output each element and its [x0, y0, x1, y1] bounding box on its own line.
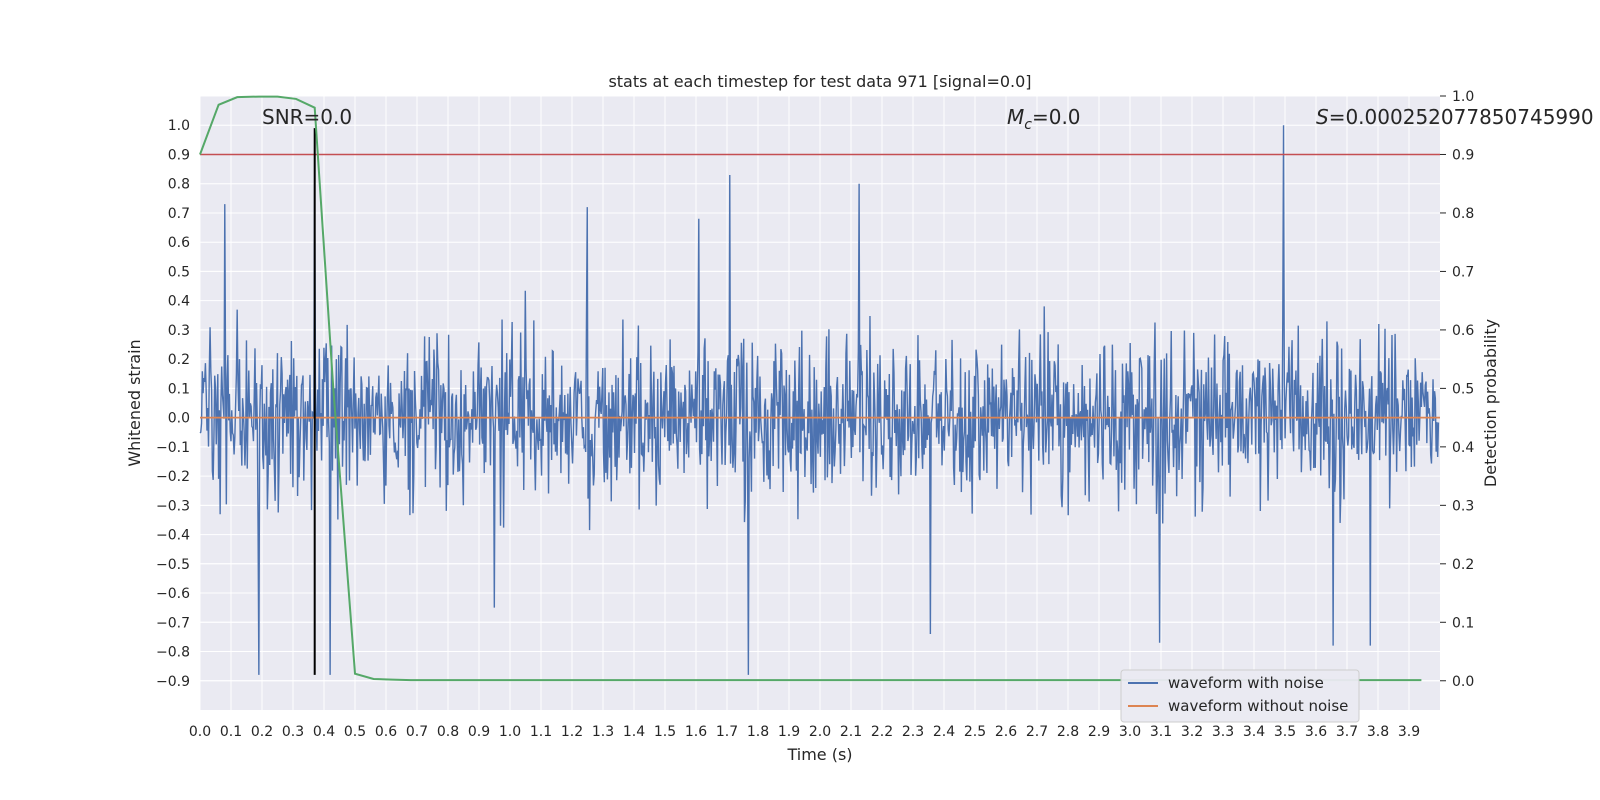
y-tick-label-right: 0.5 — [1452, 381, 1474, 397]
y-tick-label-left: −0.4 — [156, 528, 190, 544]
x-tick-label: 3.3 — [1212, 724, 1234, 740]
mc-value: =0.0 — [1032, 105, 1081, 129]
x-tick-label: 1.9 — [778, 724, 800, 740]
x-tick-label: 0.3 — [282, 724, 304, 740]
x-tick-label: 0.7 — [406, 724, 428, 740]
y-axis-label-right: Detection probability — [1481, 319, 1500, 487]
y-tick-label-right: 1.0 — [1452, 89, 1474, 105]
y-tick-label-right: 0.2 — [1452, 557, 1474, 573]
y-tick-label-left: −0.3 — [156, 498, 190, 514]
x-tick-label: 3.5 — [1274, 724, 1296, 740]
y-axis-label-left: Whitened strain — [125, 339, 144, 466]
y-tick-label-left: −0.8 — [156, 645, 190, 661]
y-tick-label-right: 0.7 — [1452, 264, 1474, 280]
x-tick-label: 1.6 — [685, 724, 707, 740]
mc-subscript: c — [1024, 117, 1032, 133]
x-tick-label: 3.0 — [1119, 724, 1141, 740]
legend-label-noise: waveform with noise — [1168, 674, 1324, 692]
x-tick-label: 0.4 — [313, 724, 335, 740]
x-tick-label: 2.9 — [1088, 724, 1110, 740]
x-tick-label: 0.1 — [220, 724, 242, 740]
x-axis-label: Time (s) — [786, 745, 852, 764]
x-tick-label: 2.0 — [809, 724, 831, 740]
x-tick-label: 2.2 — [871, 724, 893, 740]
x-tick-label: 1.5 — [654, 724, 676, 740]
x-tick-label: 3.9 — [1398, 724, 1420, 740]
y-tick-label-left: −0.2 — [156, 469, 190, 485]
x-tick-label: 1.4 — [623, 724, 645, 740]
x-tick-label: 1.8 — [747, 724, 769, 740]
x-tick-label: 2.5 — [964, 724, 986, 740]
y-tick-label-left: 0.3 — [168, 323, 190, 339]
y-tick-label-left: 0.9 — [168, 147, 190, 163]
y-tick-label-right: 0.1 — [1452, 615, 1474, 631]
x-tick-label: 3.6 — [1305, 724, 1327, 740]
ticks: 0.0 0.1 0.2 0.3 0.4 0.5 0.6 0.7 0.8 0.9 1.0 1.1 1.2 1… — [156, 89, 1474, 740]
legend-box — [1120, 669, 1360, 723]
mc-symbol: M — [1007, 105, 1024, 129]
series-detection-probability — [199, 95, 1422, 682]
x-tick-label: 2.1 — [840, 724, 862, 740]
y-tick-label-right: 0.6 — [1452, 323, 1474, 339]
y-tick-label-right: 0.9 — [1452, 147, 1474, 163]
x-tick-label: 1.2 — [561, 724, 583, 740]
x-tick-label: 1.1 — [530, 724, 552, 740]
legend: waveform with noise waveform without noi… — [1120, 669, 1360, 723]
x-tick-label: 0.9 — [468, 724, 490, 740]
x-tick-label: 2.8 — [1057, 724, 1079, 740]
s-symbol: S — [1316, 105, 1329, 129]
y-tick-label-left: 0.2 — [168, 352, 190, 368]
x-tick-label: 3.1 — [1150, 724, 1172, 740]
y-tick-label-right: 0.3 — [1452, 498, 1474, 514]
x-tick-label: 0.5 — [344, 724, 366, 740]
x-tick-label: 1.3 — [592, 724, 614, 740]
y-tick-label-left: −0.5 — [156, 557, 190, 573]
x-tick-label: 0.8 — [437, 724, 459, 740]
x-tick-label: 0.6 — [375, 724, 397, 740]
series-waveform-with-noise — [199, 125, 1440, 675]
y-tick-label-left: 0.6 — [168, 235, 190, 251]
x-tick-label: 2.3 — [902, 724, 924, 740]
y-tick-label-left: −0.7 — [156, 615, 190, 631]
series-layer — [199, 95, 1440, 682]
x-tick-label: 3.8 — [1367, 724, 1389, 740]
x-tick-label: 1.0 — [499, 724, 521, 740]
chart-title: stats at each timestep for test data 971… — [608, 72, 1031, 91]
snr-annotation: SNR=0.0 — [262, 105, 352, 129]
s-value: =0.000252077850745990 — [1329, 105, 1594, 129]
mc-annotation: Mc=0.0 — [1007, 105, 1081, 133]
legend-label-clean: waveform without noise — [1168, 697, 1348, 715]
x-tick-label: 2.6 — [995, 724, 1017, 740]
y-tick-label-left: −0.9 — [156, 674, 190, 690]
y-tick-label-left: −0.6 — [156, 586, 190, 602]
y-tick-label-right: 0.8 — [1452, 206, 1474, 222]
s-annotation: S=0.000252077850745990 — [1316, 105, 1594, 129]
y-tick-label-right: 0.0 — [1452, 674, 1474, 690]
y-tick-label-left: 0.8 — [168, 177, 190, 193]
y-tick-label-left: 0.7 — [168, 206, 190, 222]
x-tick-label: 0.2 — [251, 724, 273, 740]
x-tick-label: 0.0 — [189, 724, 211, 740]
x-tick-label: 3.4 — [1243, 724, 1265, 740]
x-tick-label: 3.2 — [1181, 724, 1203, 740]
y-tick-label-left: −0.1 — [156, 440, 190, 456]
x-tick-label: 2.7 — [1026, 724, 1048, 740]
x-tick-label: 2.4 — [933, 724, 955, 740]
grid — [199, 95, 1440, 710]
x-tick-label: 1.7 — [716, 724, 738, 740]
x-tick-label: 3.7 — [1336, 724, 1358, 740]
y-tick-label-left: 0.1 — [168, 381, 190, 397]
y-tick-label-left: 0.5 — [168, 264, 190, 280]
y-tick-label-right: 0.4 — [1452, 440, 1474, 456]
y-tick-label-left: 0.0 — [168, 411, 190, 427]
y-tick-label-left: 0.4 — [168, 294, 190, 310]
y-tick-label-left: 1.0 — [168, 118, 190, 134]
